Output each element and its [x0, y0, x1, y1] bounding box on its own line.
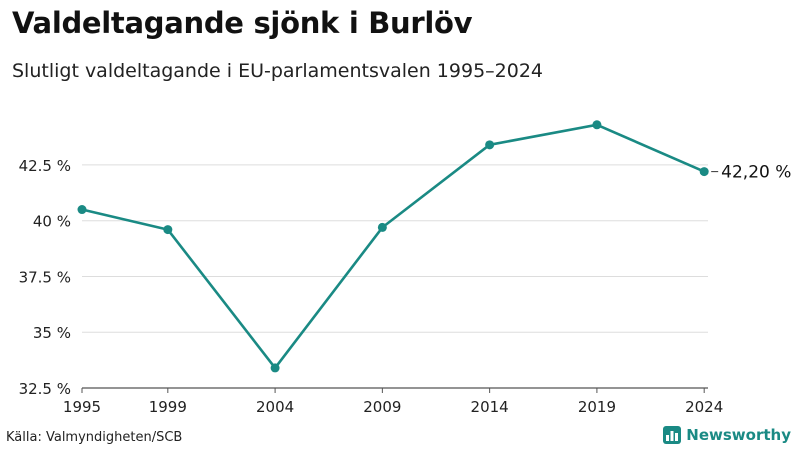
series-turnout: [77, 120, 709, 373]
x-tick-label: 2019: [578, 398, 616, 416]
x-tick-label: 2014: [471, 398, 509, 416]
data-point: [377, 222, 387, 232]
y-tick-label: 40 %: [33, 213, 71, 231]
y-axis-ticks: 32.5 % 35 % 37.5 % 40 % 42.5 %: [19, 157, 71, 398]
y-tick-label: 42.5 %: [19, 157, 71, 175]
grid-lines: [82, 164, 708, 389]
brand-name: Newsworthy: [686, 426, 791, 444]
series-line: [80, 123, 706, 370]
end-value-label: 42,20 %: [721, 163, 791, 183]
data-point: [592, 120, 602, 130]
x-tick-label: 2024: [685, 398, 723, 416]
x-tick-label: 2009: [363, 398, 401, 416]
chart-title: Valdeltagande sjönk i Burlöv: [12, 6, 473, 40]
data-point: [699, 167, 709, 177]
y-tick-label: 37.5 %: [19, 268, 71, 286]
data-point: [485, 140, 495, 150]
x-tick-label: 2004: [256, 398, 294, 416]
data-labels: 42,20 %: [711, 163, 791, 183]
source-note: Källa: Valmyndigheten/SCB: [6, 430, 183, 445]
x-tick-label: 1999: [149, 398, 187, 416]
x-axis-ticks: 1995 1999 2004 2009 2014 2019 2024: [63, 388, 723, 416]
data-point: [163, 225, 173, 235]
bar-chart-icon: [663, 426, 682, 444]
y-tick-label: 32.5 %: [19, 380, 71, 398]
line-chart: 32.5 % 35 % 37.5 % 40 % 42.5 % 1995 1999 2004 2…: [19, 120, 791, 416]
y-tick-label: 35 %: [33, 324, 71, 342]
data-point: [270, 363, 280, 373]
chart-subtitle: Slutligt valdeltagande i EU-parlamentsva…: [12, 60, 544, 82]
data-point: [77, 205, 87, 215]
brand-logo: Newsworthy: [663, 426, 791, 444]
x-tick-label: 1995: [63, 398, 101, 416]
